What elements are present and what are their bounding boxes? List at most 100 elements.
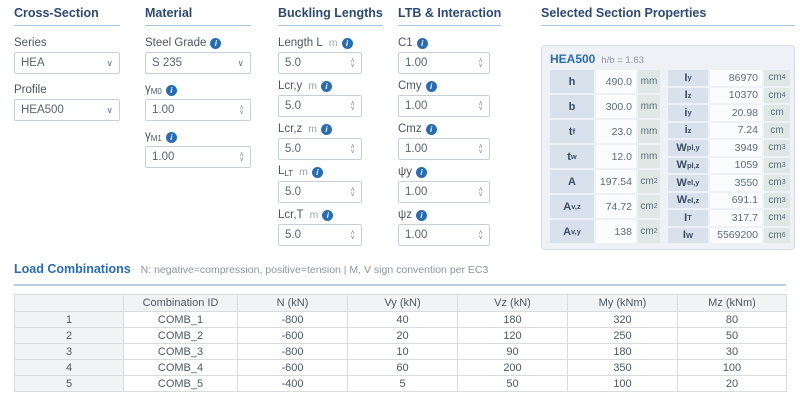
- unit-label: m: [308, 123, 318, 135]
- lcr-y-value: 5.0: [285, 100, 301, 112]
- cell-mz: 100: [677, 359, 787, 376]
- number-spinner[interactable]: ∧ ∨: [478, 185, 483, 198]
- psi-y-value: 1.00: [405, 186, 428, 198]
- cmz-input[interactable]: 1.00 ∧ ∨: [398, 138, 490, 160]
- property-unit: cm 4: [764, 210, 790, 226]
- l-lt-input[interactable]: 5.0 ∧ ∨: [278, 181, 362, 203]
- steel-grade-select[interactable]: S 235 ∨: [145, 52, 251, 74]
- number-spinner[interactable]: ∧ ∨: [478, 228, 483, 241]
- ltb-interaction-title: LTB & Interaction: [398, 6, 502, 26]
- lcr-y-input[interactable]: 5.0 ∧ ∨: [278, 95, 362, 117]
- info-icon[interactable]: i: [425, 81, 437, 92]
- lcr-z-field: Lcr,z m i 5.0 ∧ ∨: [278, 123, 362, 160]
- cell-vz: 120: [457, 327, 568, 344]
- property-value: 10370: [710, 87, 762, 103]
- info-icon[interactable]: i: [425, 124, 437, 135]
- c1-input[interactable]: 1.00 ∧ ∨: [398, 52, 490, 74]
- unit-label: m: [328, 37, 338, 49]
- hb-ratio: h/b = 1.63: [601, 55, 644, 66]
- load-combinations-title: Load Combinations: [14, 262, 131, 276]
- l-lt-label: LLT: [278, 165, 294, 178]
- inputs-section: Cross-Section Series HEA ∨ Profile HEA50…: [14, 4, 795, 252]
- property-unit: cm: [764, 122, 790, 138]
- property-unit: mm: [638, 120, 660, 143]
- cell-n: -800: [237, 343, 348, 360]
- steel-grade-label: Steel Grade: [145, 37, 207, 49]
- gamma-m0-input[interactable]: 1.00 ∧ ∨: [145, 99, 251, 121]
- cell-combination-id: COMB_2: [123, 327, 238, 344]
- property-label: h: [550, 70, 594, 93]
- lcr-z-input[interactable]: 5.0 ∧ ∨: [278, 138, 362, 160]
- cell-vz: 200: [457, 359, 568, 376]
- number-spinner[interactable]: ∧ ∨: [350, 142, 355, 155]
- lcr-t-input[interactable]: 5.0 ∧ ∨: [278, 224, 362, 246]
- row-index: 2: [14, 327, 124, 344]
- gamma-m1-value: 1.00: [152, 151, 175, 163]
- number-spinner[interactable]: ∧ ∨: [478, 142, 483, 155]
- gamma-m1-input[interactable]: 1.00 ∧ ∨: [145, 146, 251, 168]
- series-value: HEA: [21, 57, 45, 69]
- number-spinner[interactable]: ∧ ∨: [239, 103, 244, 116]
- series-select[interactable]: HEA ∨: [14, 52, 120, 74]
- info-icon[interactable]: i: [210, 38, 222, 49]
- property-unit: mm: [638, 95, 660, 118]
- info-icon[interactable]: i: [341, 38, 353, 49]
- ltb-interaction-panel: LTB & Interaction C1 i 1.00 ∧ ∨ Cmy i 1.0…: [398, 4, 502, 252]
- cell-mz: 30: [677, 343, 787, 360]
- cell-vy: 60: [347, 359, 458, 376]
- profile-select[interactable]: HEA500 ∨: [14, 99, 120, 121]
- info-icon[interactable]: i: [321, 124, 333, 135]
- number-spinner[interactable]: ∧ ∨: [478, 56, 483, 69]
- cell-my: 180: [567, 343, 678, 360]
- length-l-label: Length L: [278, 37, 323, 49]
- property-value: 20.98: [710, 105, 762, 121]
- c1-field: C1 i 1.00 ∧ ∨: [398, 37, 490, 74]
- number-spinner[interactable]: ∧ ∨: [350, 185, 355, 198]
- property-unit: cm 2: [638, 170, 660, 193]
- length-l-input[interactable]: 5.0 ∧ ∨: [278, 52, 362, 74]
- col-header-my: My (kNm): [567, 294, 678, 312]
- cell-vz: 90: [457, 343, 568, 360]
- info-icon[interactable]: i: [311, 167, 323, 178]
- number-spinner[interactable]: ∧ ∨: [350, 56, 355, 69]
- property-value: 3949: [710, 140, 762, 156]
- col-header-index: [14, 294, 124, 312]
- length-l-field: Length L m i 5.0 ∧ ∨: [278, 37, 362, 74]
- cmy-field: Cmy i 1.00 ∧ ∨: [398, 80, 490, 117]
- number-spinner[interactable]: ∧ ∨: [350, 228, 355, 241]
- number-spinner[interactable]: ∧ ∨: [478, 99, 483, 112]
- info-icon[interactable]: i: [321, 81, 333, 92]
- info-icon[interactable]: i: [165, 132, 177, 143]
- property-label: b: [550, 95, 594, 118]
- psi-z-input[interactable]: 1.00 ∧ ∨: [398, 224, 490, 246]
- psi-z-value: 1.00: [405, 229, 428, 241]
- info-icon[interactable]: i: [415, 210, 427, 221]
- property-value: 691.1: [710, 192, 762, 208]
- psi-y-input[interactable]: 1.00 ∧ ∨: [398, 181, 490, 203]
- info-icon[interactable]: i: [165, 85, 177, 96]
- cell-mz: 20: [677, 375, 787, 392]
- load-combinations-section: Load Combinations N: negative=compressio…: [14, 262, 787, 392]
- property-value: 7.24: [710, 122, 762, 138]
- property-unit: cm 4: [764, 70, 790, 86]
- cell-combination-id: COMB_4: [123, 359, 238, 376]
- profile-field: Profile HEA500 ∨: [14, 84, 120, 121]
- profile-label: Profile: [14, 84, 47, 96]
- property-value: 5569200: [710, 227, 762, 243]
- cell-vy: 40: [347, 311, 458, 328]
- info-icon[interactable]: i: [415, 167, 427, 178]
- cmy-label: Cmy: [398, 80, 422, 92]
- cmy-input[interactable]: 1.00 ∧ ∨: [398, 95, 490, 117]
- number-spinner[interactable]: ∧ ∨: [239, 150, 244, 163]
- lcr-t-label: Lcr,T: [278, 209, 304, 221]
- steel-grade-field: Steel Grade i S 235 ∨: [145, 37, 251, 74]
- info-icon[interactable]: i: [416, 38, 428, 49]
- cell-n: -600: [237, 359, 348, 376]
- col-header-mz: Mz (kNm): [677, 294, 787, 312]
- info-icon[interactable]: i: [322, 210, 334, 221]
- number-spinner[interactable]: ∧ ∨: [350, 99, 355, 112]
